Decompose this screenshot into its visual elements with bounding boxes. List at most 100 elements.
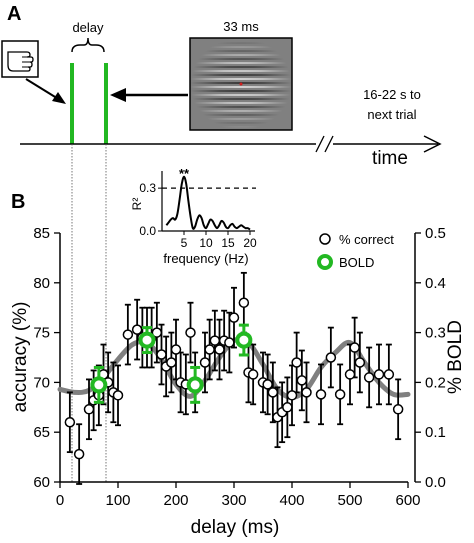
fixation-dot xyxy=(239,82,243,86)
x-tick-label: 600 xyxy=(395,492,420,509)
panel-b: B 0 100 200 300 400 500 6006065707580850.00.10… xyxy=(10,191,466,538)
correct-point xyxy=(214,344,225,355)
y-axis-label: accuracy (%) xyxy=(10,302,31,413)
legend-correct-label: % correct xyxy=(339,232,394,247)
correct-point xyxy=(238,297,250,308)
panel-a: A delay 33 ms 16-22 s to xyxy=(1,3,442,169)
time-label: time xyxy=(372,148,408,169)
x-tick-label: 400 xyxy=(279,492,304,509)
response-arrow xyxy=(25,78,61,101)
y2-tick-label: 0.2 xyxy=(425,374,446,391)
correct-point xyxy=(354,357,366,368)
inset-curve xyxy=(165,175,251,231)
correct-point xyxy=(373,369,385,380)
inset-y-tick-label: 0.3 xyxy=(139,181,156,195)
iti-line-2: next trial xyxy=(367,107,416,122)
correct-points xyxy=(64,271,404,485)
bold-point xyxy=(186,376,204,394)
x-tick-label: 100 xyxy=(105,492,130,509)
correct-point xyxy=(83,404,95,415)
correct-point xyxy=(122,329,134,340)
y2-tick-label: 0.0 xyxy=(425,474,446,491)
inset-chart: 5 10 15 20 0.0 0.3 ** R² frequency (Hz) xyxy=(130,166,258,266)
correct-point xyxy=(296,375,308,386)
correct-point xyxy=(247,369,259,380)
correct-point xyxy=(112,390,124,401)
correct-point xyxy=(199,357,211,368)
y-tick-label: 85 xyxy=(33,225,50,242)
duration-label: 33 ms xyxy=(223,19,259,34)
correct-point xyxy=(301,387,312,398)
bold-point xyxy=(235,331,253,349)
correct-point xyxy=(156,349,167,360)
y2-axis-label: % BOLD xyxy=(445,320,466,394)
iti-line-1: 16-22 s to xyxy=(363,87,421,102)
bold-point xyxy=(138,331,156,349)
legend-bold-marker xyxy=(317,254,333,270)
y-tick-label: 60 xyxy=(33,474,50,491)
panel-a-label: A xyxy=(7,3,21,25)
correct-point xyxy=(228,312,240,323)
x-axis-label: delay (ms) xyxy=(191,517,280,538)
hand-icon xyxy=(1,40,39,78)
inset-x-label: frequency (Hz) xyxy=(163,251,248,266)
inset-curve-line xyxy=(165,175,251,231)
correct-point xyxy=(383,369,395,380)
y-tick-label: 80 xyxy=(33,275,50,292)
x-tick-label: 200 xyxy=(163,492,188,509)
stimulus-arrow-head xyxy=(110,88,126,102)
inset-x-tick-label: 20 xyxy=(243,236,257,250)
correct-point xyxy=(209,335,221,346)
cue-bar-1 xyxy=(70,63,74,144)
legend-bold-label: BOLD xyxy=(339,255,374,270)
correct-point xyxy=(64,416,76,428)
correct-point xyxy=(151,327,163,338)
axis-break-2 xyxy=(324,135,334,153)
inset-x-tick-label: 15 xyxy=(221,236,235,250)
correct-point xyxy=(262,379,273,390)
x-tick-label: 500 xyxy=(337,492,362,509)
y2-tick-label: 0.5 xyxy=(425,225,446,242)
correct-point xyxy=(185,327,196,338)
y-tick-label: 75 xyxy=(33,325,50,342)
correct-point xyxy=(282,402,293,413)
main-axis-ticks: 0 100 200 300 400 500 600 60 65 70 75 80 85 0.0 0.1 0.2… xyxy=(33,225,446,509)
correct-point xyxy=(291,357,302,368)
delay-brace xyxy=(71,37,105,53)
correct-point xyxy=(73,448,85,460)
inset-y-label: R² xyxy=(130,198,144,211)
correct-point xyxy=(315,389,327,400)
bold-point xyxy=(90,376,108,394)
correct-point xyxy=(131,324,143,335)
correct-point xyxy=(392,404,404,415)
y2-tick-label: 0.1 xyxy=(425,424,446,441)
correct-point xyxy=(204,344,215,355)
y2-tick-label: 0.4 xyxy=(425,275,446,292)
bold-points xyxy=(90,323,253,404)
correct-point xyxy=(170,344,182,355)
timeline-arrow-head xyxy=(423,135,442,153)
legend: % correct BOLD xyxy=(317,232,394,270)
y-tick-label: 70 xyxy=(33,374,50,391)
x-tick-label: 0 xyxy=(56,492,64,509)
panel-b-label: B xyxy=(11,191,25,213)
correct-point xyxy=(344,369,356,380)
inset-y-tick-label: 0.0 xyxy=(139,224,156,238)
y-tick-label: 65 xyxy=(33,424,50,441)
correct-point xyxy=(267,387,279,398)
inset-x-tick-label: 10 xyxy=(199,236,213,250)
correct-point xyxy=(224,337,235,348)
cue-bar-2 xyxy=(104,63,108,144)
gabor-grating xyxy=(189,37,293,131)
correct-point xyxy=(286,390,298,401)
correct-point xyxy=(325,352,337,363)
delay-label: delay xyxy=(72,20,104,35)
legend-correct-marker xyxy=(319,233,331,245)
inset-x-tick-label: 5 xyxy=(181,236,188,250)
response-arrow-head xyxy=(52,92,66,104)
correct-point xyxy=(349,342,360,353)
correct-point xyxy=(334,389,346,400)
correct-point xyxy=(363,372,375,383)
correct-point xyxy=(166,357,177,368)
